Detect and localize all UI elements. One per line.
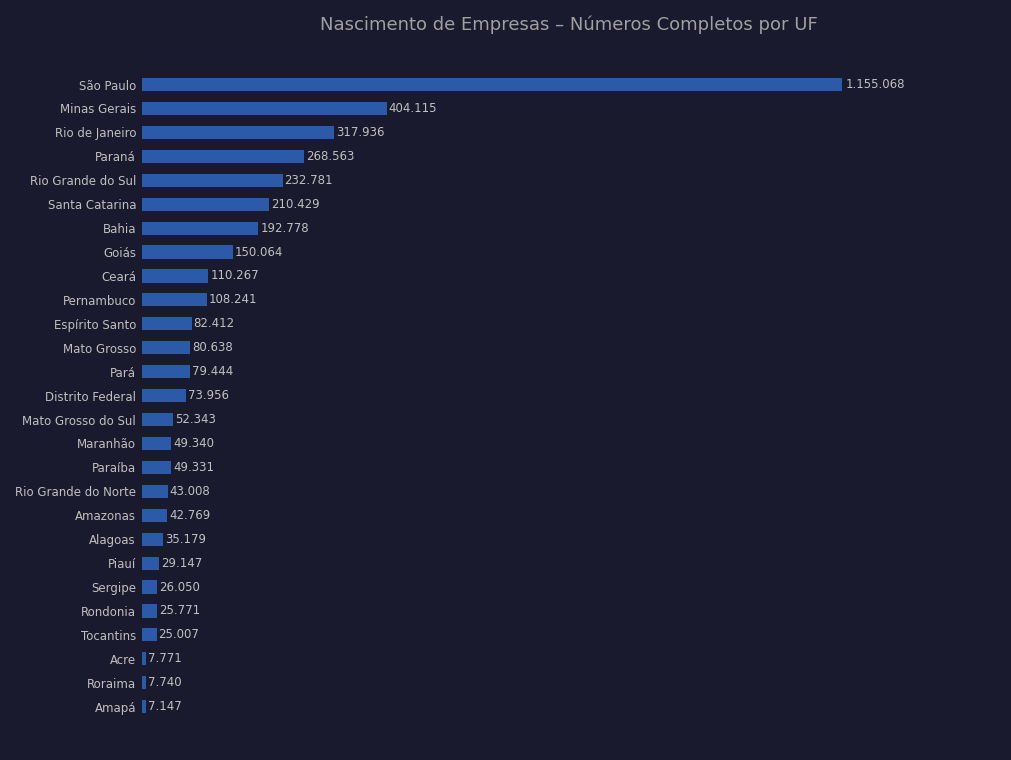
Text: 49.340: 49.340 <box>173 437 214 450</box>
Text: 52.343: 52.343 <box>175 413 216 426</box>
Text: 150.064: 150.064 <box>235 245 283 258</box>
Bar <box>142 221 259 235</box>
Bar <box>142 604 157 618</box>
Bar <box>142 461 172 474</box>
Text: 35.179: 35.179 <box>165 533 205 546</box>
Bar <box>142 173 283 187</box>
Text: 1.155.068: 1.155.068 <box>845 78 905 91</box>
Bar <box>142 676 147 689</box>
Bar <box>142 341 190 354</box>
Title: Nascimento de Empresas – Números Completos por UF: Nascimento de Empresas – Números Complet… <box>319 15 818 33</box>
Text: 82.412: 82.412 <box>193 317 235 331</box>
Text: 232.781: 232.781 <box>284 174 333 187</box>
Text: 268.563: 268.563 <box>306 150 355 163</box>
Text: 80.638: 80.638 <box>192 341 233 354</box>
Text: 210.429: 210.429 <box>271 198 319 211</box>
Text: 29.147: 29.147 <box>161 556 202 569</box>
Text: 73.956: 73.956 <box>188 389 229 402</box>
Bar <box>142 269 208 283</box>
Bar <box>142 485 168 498</box>
Text: 192.778: 192.778 <box>260 222 309 235</box>
Text: 404.115: 404.115 <box>388 102 437 115</box>
Bar <box>142 700 146 713</box>
Text: 317.936: 317.936 <box>336 126 384 139</box>
Bar <box>142 365 190 378</box>
Bar <box>142 533 163 546</box>
Bar <box>142 317 191 331</box>
Bar <box>142 652 147 665</box>
Bar <box>142 556 159 570</box>
Bar <box>142 150 304 163</box>
Text: 25.007: 25.007 <box>159 629 199 641</box>
Bar <box>142 198 269 211</box>
Text: 110.267: 110.267 <box>210 270 259 283</box>
Bar <box>142 126 335 139</box>
Bar <box>142 293 207 306</box>
Bar <box>142 245 233 258</box>
Text: 79.444: 79.444 <box>191 365 233 378</box>
Bar <box>142 581 158 594</box>
Text: 7.740: 7.740 <box>148 676 182 689</box>
Text: 42.769: 42.769 <box>169 508 210 521</box>
Text: 43.008: 43.008 <box>170 485 210 498</box>
Bar <box>142 78 842 91</box>
Bar <box>142 413 173 426</box>
Bar <box>142 102 386 115</box>
Bar <box>142 389 186 402</box>
Text: 7.147: 7.147 <box>148 700 181 713</box>
Text: 49.331: 49.331 <box>173 461 214 474</box>
Text: 25.771: 25.771 <box>159 604 200 617</box>
Bar <box>142 629 157 641</box>
Bar <box>142 437 172 450</box>
Text: 108.241: 108.241 <box>209 293 258 306</box>
Text: 26.050: 26.050 <box>159 581 200 594</box>
Bar <box>142 508 168 522</box>
Text: 7.771: 7.771 <box>148 652 182 665</box>
